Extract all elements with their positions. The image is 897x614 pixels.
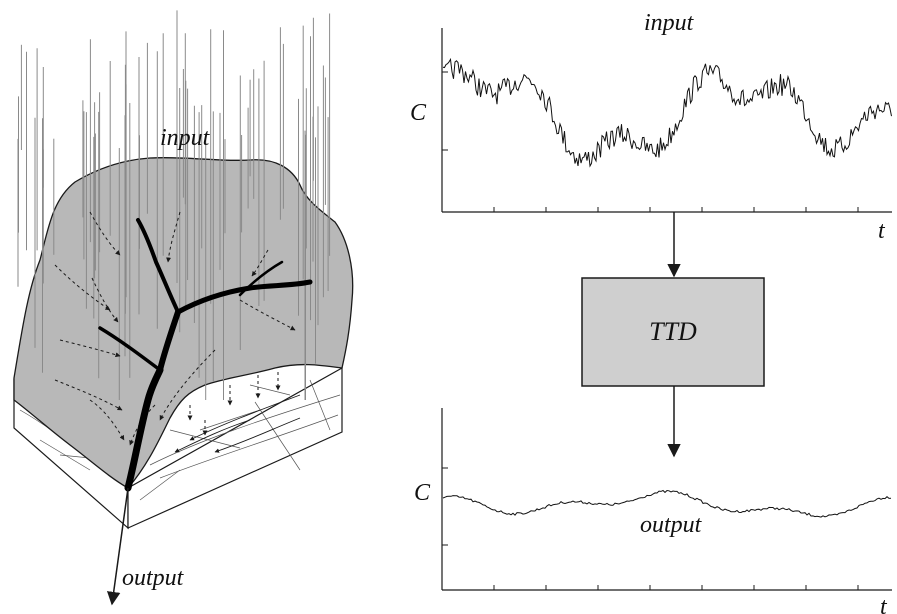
input-signal-line	[442, 57, 892, 168]
output-series-label: output	[640, 512, 703, 538]
catchment-output-label: output	[122, 565, 185, 591]
catchment-input-label: input	[160, 125, 211, 151]
output-signal-line	[442, 489, 892, 518]
output-y-ticks	[442, 467, 448, 546]
input-x-ticks	[493, 207, 859, 212]
input-x-label: t	[878, 218, 886, 244]
rain-lines	[17, 10, 331, 400]
output-x-ticks	[493, 585, 859, 590]
infiltration-arrows	[187, 372, 281, 436]
catchment-illustration: input output	[13, 10, 354, 606]
ttd-box: TTD	[581, 277, 765, 387]
output-x-label: t	[880, 594, 888, 614]
input-y-label: C	[410, 100, 427, 126]
input-panel-title: input	[644, 10, 695, 36]
river-network	[98, 218, 313, 492]
surface-flow-arrows	[54, 211, 296, 446]
input-panel: input C t	[410, 10, 892, 244]
ttd-label: TTD	[649, 317, 697, 346]
soil-block-right-face	[127, 366, 343, 529]
catchment-output-arrow	[106, 487, 129, 606]
ttd-rectangle	[581, 277, 765, 387]
output-panel: C output t	[414, 408, 892, 614]
input-y-ticks	[442, 71, 448, 151]
output-y-label: C	[414, 480, 431, 506]
